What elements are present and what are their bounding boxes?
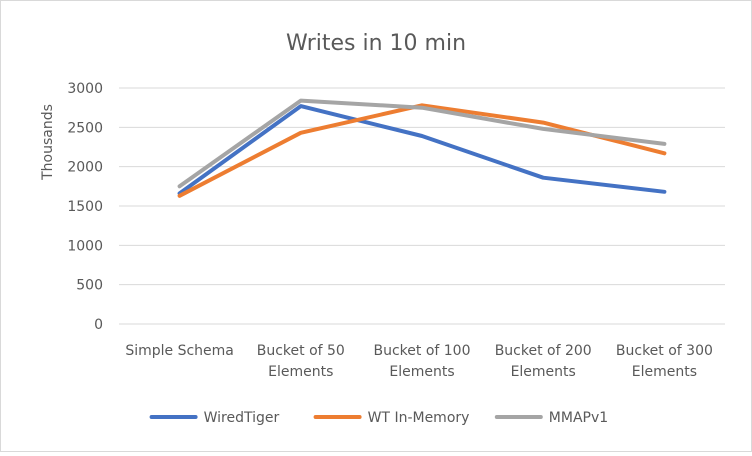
y-axis-ticks: 0 500 1000 1500 2000 2500 3000: [67, 81, 103, 333]
series-lines: [177, 98, 667, 198]
y-axis-label: Thousands: [40, 104, 56, 181]
y-tick-label: 1500: [67, 199, 103, 215]
x-tick-label: Bucket of 50 Elements: [257, 343, 345, 380]
series-line: [177, 98, 667, 189]
legend-label: MMAPv1: [549, 410, 608, 426]
x-tick-label: Simple Schema: [125, 343, 234, 359]
legend-item: MMAPv1: [494, 410, 608, 426]
x-axis-ticks: Simple Schema Bucket of 50 Elements Bucket …: [125, 343, 713, 380]
y-tick-label: 3000: [67, 81, 103, 97]
legend-label: WiredTiger: [204, 410, 280, 426]
legend-item: WT In-Memory: [313, 410, 470, 426]
legend: WiredTiger WT In-Memory MMAPv1: [149, 410, 608, 426]
y-tick-label: 2500: [67, 120, 103, 136]
x-tick-label: Bucket of 200 Elements: [495, 343, 592, 380]
y-tick-label: 0: [94, 317, 103, 333]
legend-item: WiredTiger: [149, 410, 280, 426]
y-tick-label: 500: [76, 278, 103, 294]
gridlines: [119, 87, 725, 325]
series-line: [177, 104, 667, 196]
y-tick-label: 1000: [67, 238, 103, 254]
chart-title: Writes in 10 min: [286, 31, 466, 56]
legend-label: WT In-Memory: [368, 410, 470, 426]
x-tick-label: Bucket of 300 Elements: [616, 343, 713, 380]
y-tick-label: 2000: [67, 160, 103, 176]
x-tick-label: Bucket of 100 Elements: [373, 343, 470, 380]
